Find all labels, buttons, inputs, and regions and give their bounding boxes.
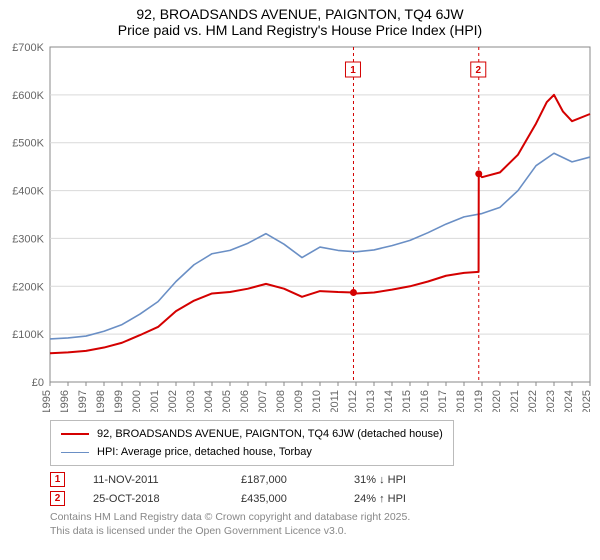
svg-text:£700K: £700K bbox=[12, 42, 44, 54]
svg-text:2000: 2000 bbox=[131, 390, 143, 412]
svg-text:2018: 2018 bbox=[455, 390, 467, 412]
legend-swatch-hpi bbox=[61, 452, 89, 453]
svg-text:2016: 2016 bbox=[419, 390, 431, 412]
sale-row-1: 1 11-NOV-2011 £187,000 31% ↓ HPI bbox=[50, 472, 600, 487]
svg-text:1999: 1999 bbox=[113, 390, 125, 412]
legend-label-property: 92, BROADSANDS AVENUE, PAIGNTON, TQ4 6JW… bbox=[97, 425, 443, 443]
legend-item-hpi: HPI: Average price, detached house, Torb… bbox=[61, 443, 443, 461]
svg-text:£400K: £400K bbox=[12, 186, 44, 198]
svg-text:2007: 2007 bbox=[257, 390, 269, 412]
legend-box: 92, BROADSANDS AVENUE, PAIGNTON, TQ4 6JW… bbox=[50, 420, 454, 466]
svg-text:2019: 2019 bbox=[473, 390, 485, 412]
svg-text:1998: 1998 bbox=[95, 390, 107, 412]
svg-text:2011: 2011 bbox=[329, 390, 341, 412]
svg-text:2020: 2020 bbox=[491, 390, 503, 412]
legend-label-hpi: HPI: Average price, detached house, Torb… bbox=[97, 443, 312, 461]
sale-date-1: 11-NOV-2011 bbox=[93, 474, 213, 486]
svg-text:1997: 1997 bbox=[77, 390, 89, 412]
sale-price-1: £187,000 bbox=[241, 474, 326, 486]
svg-text:£300K: £300K bbox=[12, 233, 44, 245]
svg-text:£600K: £600K bbox=[12, 90, 44, 102]
sales-table: 1 11-NOV-2011 £187,000 31% ↓ HPI 2 25-OC… bbox=[50, 472, 600, 506]
svg-text:2010: 2010 bbox=[311, 390, 323, 412]
svg-text:2013: 2013 bbox=[365, 390, 377, 412]
svg-text:2001: 2001 bbox=[149, 390, 161, 412]
svg-text:2025: 2025 bbox=[581, 390, 593, 412]
svg-text:£200K: £200K bbox=[12, 281, 44, 293]
svg-text:2008: 2008 bbox=[275, 390, 287, 412]
sale-row-2: 2 25-OCT-2018 £435,000 24% ↑ HPI bbox=[50, 491, 600, 506]
svg-text:£500K: £500K bbox=[12, 138, 44, 150]
svg-text:2002: 2002 bbox=[167, 390, 179, 412]
attribution: Contains HM Land Registry data © Crown c… bbox=[50, 510, 600, 538]
svg-text:£100K: £100K bbox=[12, 329, 44, 341]
sale-marker-1: 1 bbox=[50, 472, 65, 487]
svg-text:2012: 2012 bbox=[347, 390, 359, 412]
svg-text:2024: 2024 bbox=[563, 390, 575, 412]
svg-text:2006: 2006 bbox=[239, 390, 251, 412]
attribution-line1: Contains HM Land Registry data © Crown c… bbox=[50, 510, 600, 524]
legend-item-property: 92, BROADSANDS AVENUE, PAIGNTON, TQ4 6JW… bbox=[61, 425, 443, 443]
sale-price-2: £435,000 bbox=[241, 493, 326, 505]
chart-title-line2: Price paid vs. HM Land Registry's House … bbox=[0, 22, 600, 38]
svg-text:2005: 2005 bbox=[221, 390, 233, 412]
sale-diff-1: 31% ↓ HPI bbox=[354, 474, 444, 486]
svg-text:1: 1 bbox=[350, 65, 356, 76]
chart-svg: £0 £100K £200K £300K £400K £500K £600K £700K 199… bbox=[0, 42, 600, 412]
sale-diff-2: 24% ↑ HPI bbox=[354, 493, 444, 505]
svg-text:2015: 2015 bbox=[401, 390, 413, 412]
svg-text:1995: 1995 bbox=[41, 390, 53, 412]
sale-marker-2: 2 bbox=[50, 491, 65, 506]
svg-text:2014: 2014 bbox=[383, 390, 395, 412]
svg-text:2017: 2017 bbox=[437, 390, 449, 412]
svg-text:2004: 2004 bbox=[203, 390, 215, 412]
legend-swatch-property bbox=[61, 433, 89, 435]
svg-text:2: 2 bbox=[475, 65, 481, 76]
svg-text:2021: 2021 bbox=[509, 390, 521, 412]
chart-title-line1: 92, BROADSANDS AVENUE, PAIGNTON, TQ4 6JW bbox=[0, 6, 600, 22]
sale-date-2: 25-OCT-2018 bbox=[93, 493, 213, 505]
attribution-line2: This data is licensed under the Open Gov… bbox=[50, 524, 600, 538]
svg-text:1996: 1996 bbox=[59, 390, 71, 412]
svg-text:£0: £0 bbox=[32, 377, 44, 389]
svg-text:2009: 2009 bbox=[293, 390, 305, 412]
svg-text:2022: 2022 bbox=[527, 390, 539, 412]
svg-text:2003: 2003 bbox=[185, 390, 197, 412]
chart-title-block: 92, BROADSANDS AVENUE, PAIGNTON, TQ4 6JW… bbox=[0, 0, 600, 42]
svg-text:2023: 2023 bbox=[545, 390, 557, 412]
chart-area: £0 £100K £200K £300K £400K £500K £600K £700K 199… bbox=[0, 42, 600, 412]
